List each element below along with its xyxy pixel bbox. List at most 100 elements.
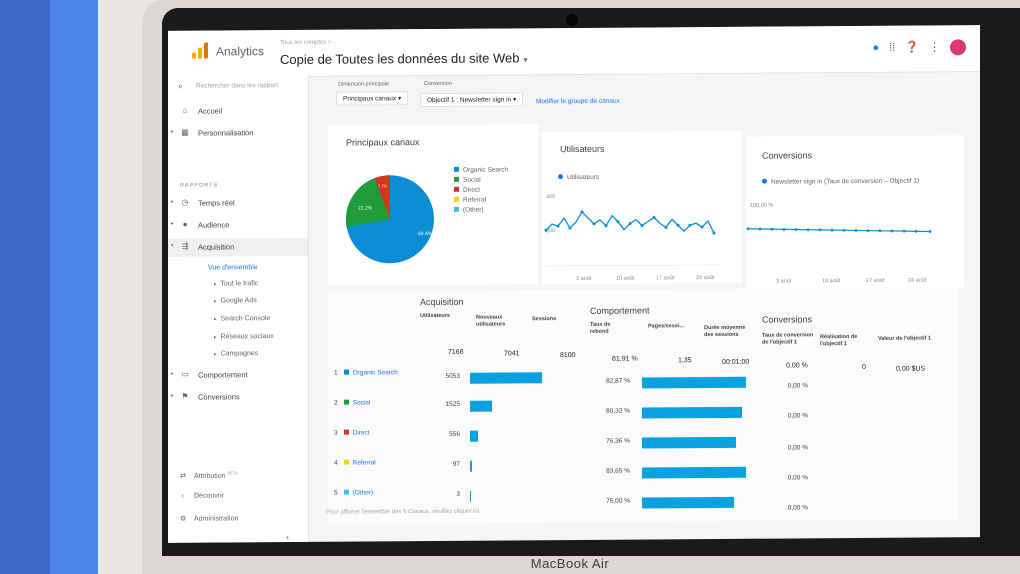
col-header-sessions[interactable]: Sessions xyxy=(532,316,557,323)
sidebar-item-audience[interactable]: ▸ ● Audience xyxy=(168,216,308,235)
modify-channel-group-link[interactable]: Modifier le groupe de canaux xyxy=(536,97,620,106)
breadcrumb[interactable]: Tous les comptes > xyxy=(280,39,332,47)
legend-newsletter[interactable]: Newsletter sign in (Taux de conversion –… xyxy=(762,178,922,186)
row-index: 1 xyxy=(334,369,338,377)
search-input[interactable]: Rechercher dans les rapport xyxy=(196,82,279,90)
legend-organic[interactable]: Organic Search xyxy=(454,166,508,174)
select-value: Objectif 1 : Newsletter sign in xyxy=(427,96,512,105)
legend-direct[interactable]: Direct xyxy=(454,187,480,194)
conversion-select[interactable]: Objectif 1 : Newsletter sign in ▾ xyxy=(420,92,524,108)
sidebar-item-label: Personnalisation xyxy=(198,128,254,138)
expand-icon: ▸ xyxy=(171,370,174,377)
sidebar-item-realtime[interactable]: ▸ ◷ Temps réel xyxy=(168,194,308,213)
sidebar-item-acquisition[interactable]: ▾ ⇶ Acquisition xyxy=(168,237,308,257)
col-header-conv-rate[interactable]: Taux de conversion de l'objectif 1 xyxy=(762,332,814,346)
legend-referral[interactable]: Referral xyxy=(454,197,486,204)
legend-label: Direct xyxy=(463,186,480,194)
avatar[interactable] xyxy=(950,39,966,56)
row-index: 5 xyxy=(334,489,338,497)
col-header-new-users[interactable]: Nouveaux utilisateurs xyxy=(476,314,506,328)
help-icon[interactable]: ❓ xyxy=(905,41,919,54)
sidebar-subitem-campaigns[interactable]: ▸ Campagnes xyxy=(214,350,258,357)
search-icon[interactable]: ⌕ xyxy=(178,80,184,91)
col-header-goal-completions[interactable]: Réalisation de l'objectif 1 xyxy=(820,334,858,348)
background-stripe-dark xyxy=(0,0,50,574)
users-line-chart[interactable] xyxy=(542,195,722,267)
col-header-duration[interactable]: Durée moyenne des sessions xyxy=(704,324,746,339)
sidebar-item-attribution[interactable]: ⇄ Attribution BETA xyxy=(180,470,238,480)
users-series-points xyxy=(544,210,716,235)
legend-users[interactable]: Utilisateurs xyxy=(558,174,599,181)
sidebar-item-admin[interactable]: ⚙ Administration xyxy=(180,514,238,522)
top-bar-icons: ● ⁞⁞ ❓ ⋮ xyxy=(873,39,966,56)
row-swatch xyxy=(343,489,349,495)
primary-dimension-label: Dimension principale xyxy=(338,81,390,88)
x-tick: 17 août xyxy=(656,275,675,282)
legend-swatch xyxy=(454,166,459,172)
device-label: MacBook Air xyxy=(530,556,610,571)
sidebar-item-customization[interactable]: ▸ ▦ Personnalisation xyxy=(168,124,308,143)
pie-slice-direct[interactable] xyxy=(374,175,390,220)
conversions-series-points xyxy=(746,227,932,233)
row-channel-link[interactable]: Referral xyxy=(352,459,376,467)
sidebar-item-home[interactable]: ⌂ Accueil xyxy=(168,102,308,121)
show-all-channels-link[interactable]: Pour afficher l'ensemble des 5 Canaux, v… xyxy=(326,508,481,516)
row-bounce: 80,32 % xyxy=(606,407,630,415)
legend-other[interactable]: (Other) xyxy=(454,207,484,214)
view-selector[interactable]: Copie de Toutes les données du site Web ▾ xyxy=(280,50,527,67)
table-row-social[interactable]: 2 Social xyxy=(334,399,370,406)
apps-icon[interactable]: ⁞⁞ xyxy=(889,41,896,54)
total-pages-session: 1,35 xyxy=(678,357,692,365)
expand-icon: ▸ xyxy=(171,220,174,227)
legend-label: Newsletter sign in (Taux de conversion –… xyxy=(771,177,920,186)
col-header-users[interactable]: Utilisateurs xyxy=(420,312,450,320)
total-conv-rate: 0,00 % xyxy=(786,362,808,370)
table-row-organic[interactable]: 1 Organic Search xyxy=(334,369,398,376)
collapse-sidebar-icon[interactable]: ‹ xyxy=(286,531,289,543)
row-users: 3 xyxy=(456,490,460,498)
col-header-bounce[interactable]: Taux de rebond xyxy=(590,321,611,335)
sidebar-subitem-overview[interactable]: Vue d'ensemble xyxy=(208,264,258,272)
row-bounce: 75,00 % xyxy=(606,497,630,505)
select-value: Principaux canaux xyxy=(343,95,397,103)
webcam-icon xyxy=(566,14,578,26)
row-users: 97 xyxy=(452,460,460,468)
card-title: Utilisateurs xyxy=(560,143,605,155)
more-icon[interactable]: ⋮ xyxy=(929,41,940,54)
sidebar-subitem-all-traffic[interactable]: ▸ Tout le trafic xyxy=(214,280,258,287)
pie-chart[interactable]: 69.4% 21.2% 7.7% xyxy=(340,169,440,270)
table-row-referral[interactable]: 4 Referral xyxy=(334,459,376,466)
sidebar-subitem-search-console[interactable]: ▸ Search Console xyxy=(214,315,270,322)
total-goal-completions: 0 xyxy=(862,363,866,371)
table-row-other[interactable]: 5 (Other) xyxy=(334,489,373,496)
sidebar-item-conversions[interactable]: ▸ ⚑ Conversions xyxy=(168,388,308,407)
legend-swatch xyxy=(558,174,563,180)
sidebar-item-behavior[interactable]: ▸ ▭ Comportement xyxy=(168,366,308,385)
expand-icon: ▾ xyxy=(171,242,174,249)
legend-label: Utilisateurs xyxy=(567,173,600,182)
sidebar-subitem-social[interactable]: ▸ Réseaux sociaux xyxy=(214,333,274,340)
pie-slice-social[interactable] xyxy=(346,178,390,228)
total-sessions: 8100 xyxy=(560,351,576,360)
row-channel-link[interactable]: Direct xyxy=(352,429,370,437)
conversions-line-chart[interactable] xyxy=(746,223,936,254)
sidebar-item-label: Découvrir xyxy=(194,492,224,500)
dashboard-icon: ▦ xyxy=(181,127,189,137)
legend-social[interactable]: Social xyxy=(454,177,481,184)
notifications-icon[interactable]: ● xyxy=(872,41,880,54)
bounce-bar-organic xyxy=(642,376,746,389)
sidebar-subitem-google-ads[interactable]: ▸ Google Ads xyxy=(214,297,257,304)
col-header-pages-session[interactable]: Pages/sessi... xyxy=(648,323,685,330)
col-header-goal-value[interactable]: Valeur de l'objectif 1 xyxy=(878,335,931,342)
chevron-down-icon: ▾ xyxy=(523,55,528,65)
row-channel-link[interactable]: (Other) xyxy=(352,489,374,497)
gear-icon: ⚙ xyxy=(180,515,187,523)
primary-dimension-select[interactable]: Principaux canaux ▾ xyxy=(336,91,409,106)
row-channel-link[interactable]: Social xyxy=(352,399,371,407)
analytics-logo-icon[interactable] xyxy=(192,42,208,59)
legend-label: (Other) xyxy=(463,206,484,214)
row-channel-link[interactable]: Organic Search xyxy=(352,369,398,377)
sidebar-item-discover[interactable]: ♁ Découvrir xyxy=(180,492,224,499)
expand-icon: ▸ xyxy=(214,334,217,341)
table-row-direct[interactable]: 3 Direct xyxy=(334,429,370,436)
